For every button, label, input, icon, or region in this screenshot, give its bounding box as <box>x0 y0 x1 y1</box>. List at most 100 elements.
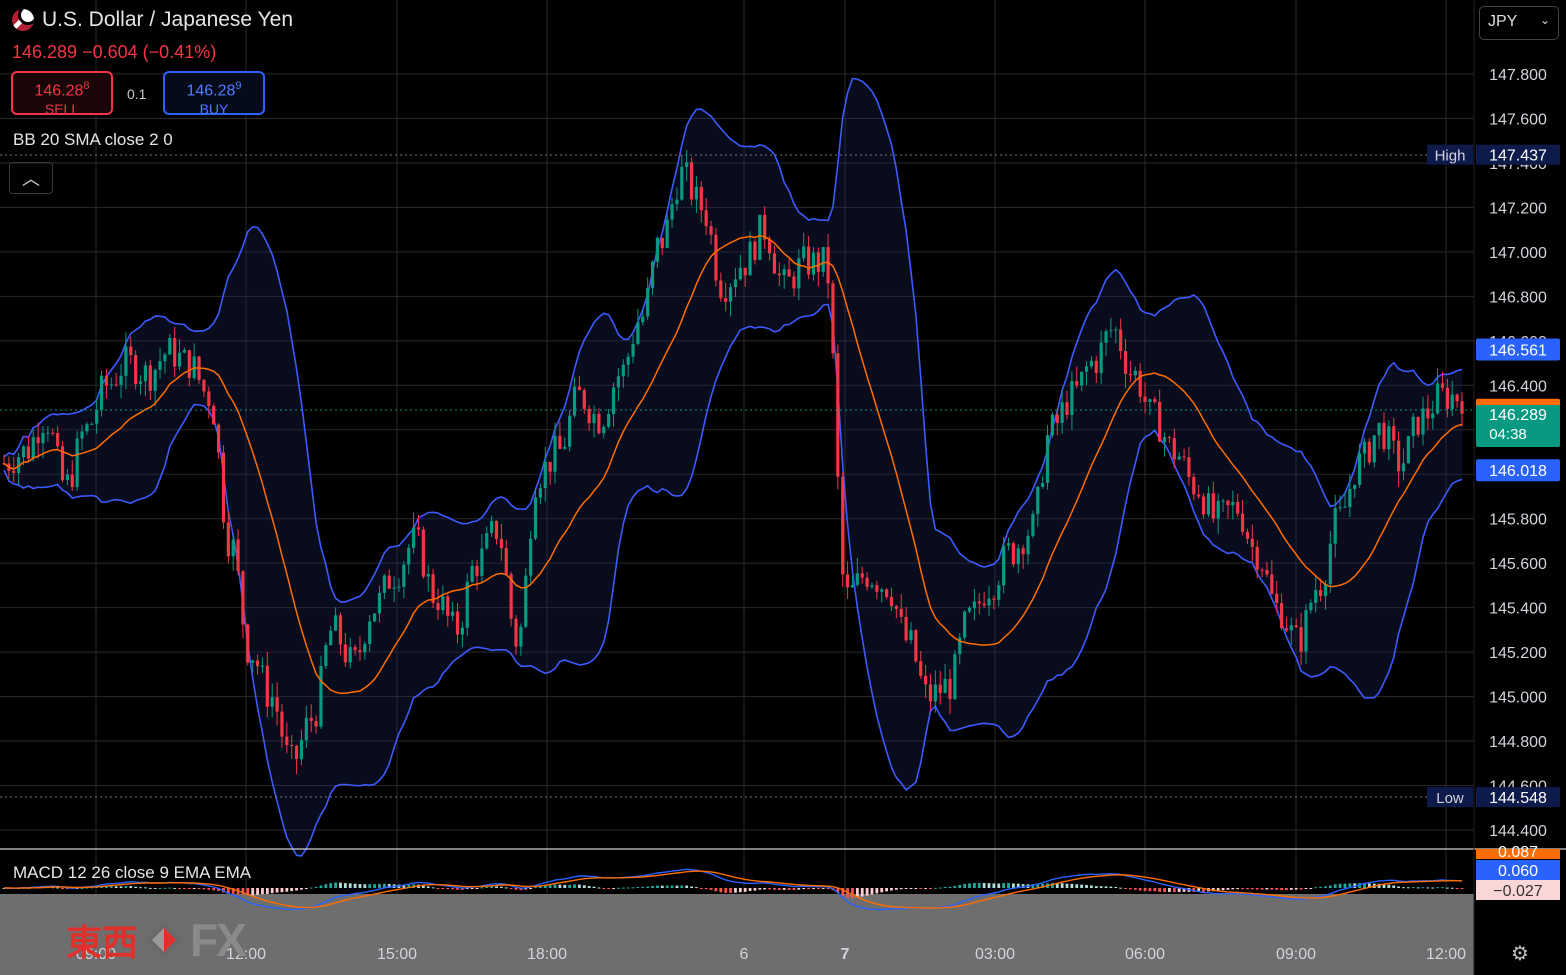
macd-histogram-bar <box>226 888 230 894</box>
macd-histogram-bar <box>919 888 923 889</box>
candle-body <box>1206 493 1211 515</box>
candle-body <box>514 618 518 647</box>
settings-icon[interactable]: ⚙ <box>1511 943 1529 965</box>
candle-body <box>831 283 835 354</box>
candle-body <box>728 287 733 302</box>
macd-histogram-bar <box>1177 888 1181 893</box>
candle-body <box>56 433 60 447</box>
candle-body <box>470 565 474 582</box>
candle-body <box>885 589 889 597</box>
candle-body <box>460 627 464 635</box>
candle-body <box>392 587 396 589</box>
macd-histogram-bar <box>524 888 528 890</box>
macd-histogram-bar <box>368 884 372 888</box>
candle-body <box>329 630 333 646</box>
candle-body <box>821 246 825 272</box>
macd-histogram-bar <box>719 888 723 893</box>
candle-body <box>763 214 767 240</box>
candle-body <box>714 234 718 281</box>
macd-histogram-bar <box>1250 888 1254 890</box>
candle-body <box>490 521 494 534</box>
candle-body <box>451 611 455 616</box>
macd-histogram-bar <box>217 888 220 892</box>
macd-histogram-bar <box>768 888 771 890</box>
candle-body <box>1460 401 1464 414</box>
macd-histogram-bar <box>373 884 376 888</box>
macd-histogram-bar <box>192 888 196 889</box>
y-tick-label: 144.400 <box>1489 823 1547 840</box>
candle-body <box>382 575 386 593</box>
candle-body <box>1162 437 1167 442</box>
price-label-band: 146.561 <box>1476 338 1560 361</box>
currency-select[interactable]: JPY ⌄ <box>1479 6 1559 40</box>
last-price: 146.289 <box>12 42 78 62</box>
candle-body <box>1445 387 1449 409</box>
candle-body <box>65 474 69 481</box>
time-axis[interactable]: 09:00 12:00 15:00 18:00 6 7 03:00 06:00 09:00 12:… <box>76 946 1466 963</box>
candle-body <box>689 162 694 200</box>
collapse-legend-button[interactable]: ︿ <box>9 162 53 194</box>
candle-body <box>841 476 845 575</box>
macd-histogram-bar <box>1080 884 1084 888</box>
macd-histogram-bar <box>495 886 498 888</box>
macd-histogram-bar <box>587 886 591 888</box>
trade-quantity[interactable]: 0.1 <box>127 86 147 102</box>
candle-body <box>1128 374 1133 376</box>
candle-body <box>694 186 699 200</box>
price-label-high: High 147.437 <box>1427 144 1560 165</box>
candle-body <box>426 574 430 577</box>
candle-body <box>216 424 221 453</box>
macd-histogram-bar <box>451 888 455 890</box>
macd-histogram-bar <box>592 886 596 888</box>
candle-body <box>719 280 723 299</box>
candle-body <box>602 426 606 434</box>
macd-histogram-bar <box>183 888 186 889</box>
candle-body <box>421 529 425 577</box>
macd-histogram-bar <box>914 888 918 889</box>
buy-button[interactable]: 146.289 BUY <box>163 71 265 117</box>
y-tick-label: 145.400 <box>1489 601 1547 618</box>
x-tick-label: 12:00 <box>226 946 266 963</box>
candle-body <box>251 660 255 663</box>
candle-body <box>41 432 45 444</box>
candle-body <box>499 538 503 549</box>
macd-histogram-bar <box>1143 888 1147 891</box>
macd-histogram-bar <box>1163 888 1166 893</box>
macd-histogram-bar <box>387 883 391 888</box>
candle-body <box>1411 416 1415 437</box>
macd-histogram-bar <box>997 883 1001 888</box>
bb-upper-band <box>3 77 1463 603</box>
candle-body <box>655 237 660 262</box>
candle-body <box>1401 463 1406 472</box>
candle-body <box>563 446 567 449</box>
candle-body <box>641 316 645 323</box>
price-label-value: 146.561 <box>1489 342 1547 359</box>
candle-body <box>792 276 796 289</box>
candle-body <box>1070 381 1074 416</box>
price-label-value: 147.437 <box>1489 148 1547 165</box>
macd-legend[interactable]: MACD 12 26 close 9 EMA EMA <box>13 863 252 882</box>
bb-legend[interactable]: BB 20 SMA close 2 0 <box>13 130 173 149</box>
macd-histogram-bar <box>178 888 181 889</box>
sell-button[interactable]: 146.288 SELL <box>11 71 113 117</box>
macd-histogram-bar <box>109 886 113 888</box>
candle-body <box>236 539 240 572</box>
price-quote: 146.289 −0.604 (−0.41%) <box>12 42 216 63</box>
macd-histogram-bar <box>865 888 869 896</box>
macd-histogram-bar <box>621 887 625 889</box>
candle-body <box>1187 457 1191 478</box>
symbol-title: U.S. Dollar / Japanese Yen <box>42 8 293 31</box>
candle-body <box>1075 381 1079 386</box>
macd-histogram-bar <box>1304 888 1308 889</box>
macd-histogram-bar <box>855 888 859 898</box>
candle-body <box>1065 402 1069 416</box>
macd-histogram-bar <box>158 887 162 889</box>
candle-body <box>880 589 884 592</box>
candle-body <box>1006 543 1011 546</box>
macd-histogram-bar <box>295 888 298 891</box>
macd-histogram-bar <box>631 887 635 889</box>
candle-body <box>1353 484 1357 489</box>
x-tick-label: 7 <box>841 946 850 963</box>
candle-body <box>743 267 747 276</box>
